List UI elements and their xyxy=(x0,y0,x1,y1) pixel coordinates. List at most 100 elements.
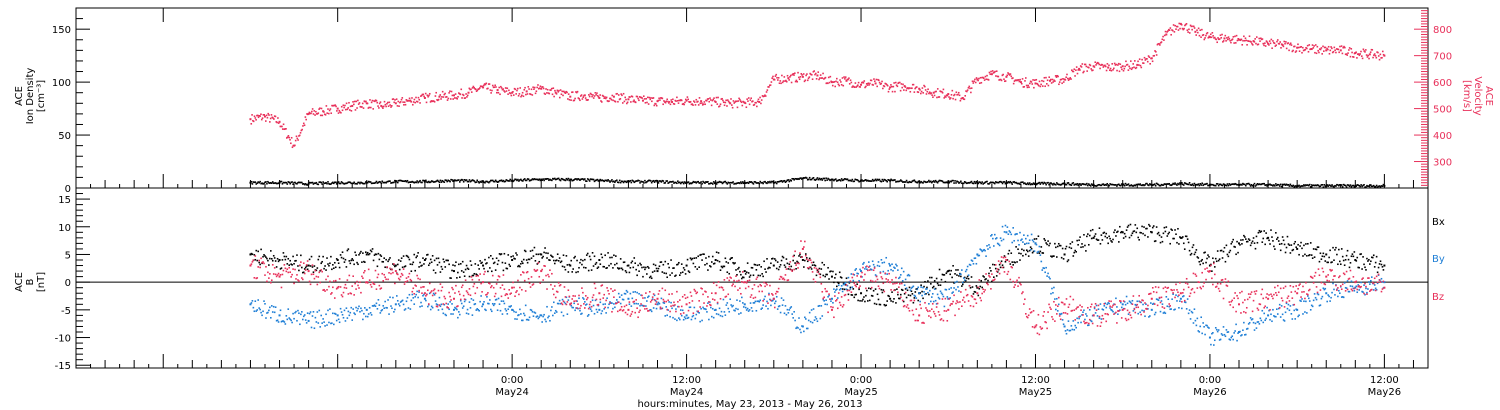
bx-sample xyxy=(1137,236,1140,239)
velocity-sample xyxy=(978,82,981,85)
density-sample xyxy=(988,183,990,185)
by-sample xyxy=(1043,267,1046,270)
density-sample xyxy=(932,180,935,182)
bx-sample xyxy=(1379,260,1382,263)
bx-sample xyxy=(491,257,494,260)
bx-sample xyxy=(1239,244,1241,246)
by-sample xyxy=(726,302,729,304)
density-sample xyxy=(798,178,800,181)
velocity-sample xyxy=(329,108,332,110)
velocity-sample xyxy=(1137,60,1139,63)
by-sample xyxy=(376,307,379,310)
by-sample xyxy=(1126,302,1129,305)
density-sample xyxy=(430,180,433,182)
velocity-sample xyxy=(371,99,374,102)
density-sample xyxy=(702,180,704,183)
velocity-sample xyxy=(575,91,578,94)
by-sample xyxy=(1264,319,1266,322)
velocity-point xyxy=(1325,49,1328,52)
by-sample xyxy=(965,268,968,271)
bx-sample xyxy=(1334,249,1336,251)
density-sample xyxy=(758,182,761,185)
velocity-sample xyxy=(935,90,937,93)
density-sample xyxy=(668,181,670,184)
velocity-sample xyxy=(861,81,863,84)
velocity-sample xyxy=(1360,55,1363,57)
by-sample xyxy=(798,317,800,319)
velocity-sample xyxy=(665,100,668,103)
bx-sample xyxy=(861,300,863,302)
by-sample xyxy=(1172,293,1174,295)
velocity-sample xyxy=(336,110,338,112)
by-sample xyxy=(519,308,521,311)
by-sample xyxy=(273,311,276,314)
velocity-sample xyxy=(683,103,685,106)
velocity-sample xyxy=(1118,70,1121,73)
by-sample xyxy=(915,297,918,299)
by-sample xyxy=(917,286,920,289)
density-sample xyxy=(390,182,392,184)
bx-sample xyxy=(955,269,957,271)
velocity-sample xyxy=(1058,81,1061,83)
by-sample xyxy=(323,321,325,323)
density-sample xyxy=(1233,183,1235,186)
bx-sample xyxy=(1358,266,1360,269)
velocity-sample xyxy=(1149,62,1151,65)
velocity-sample xyxy=(817,71,820,73)
by-sample xyxy=(460,302,463,305)
velocity-sample xyxy=(1306,47,1308,50)
velocity-sample xyxy=(1188,32,1191,34)
by-sample xyxy=(1036,251,1039,254)
density-sample xyxy=(672,180,674,183)
bx-sample xyxy=(681,271,684,274)
density-sample xyxy=(442,180,445,183)
density-sample xyxy=(1203,183,1205,186)
velocity-sample xyxy=(1206,31,1209,34)
velocity-sample xyxy=(1160,41,1163,43)
velocity-sample xyxy=(384,103,387,106)
density-sample xyxy=(1009,180,1012,183)
velocity-sample xyxy=(295,135,298,138)
by-sample xyxy=(701,319,703,322)
velocity-sample xyxy=(1348,47,1351,49)
density-sample xyxy=(403,180,406,183)
bx-sample xyxy=(829,270,831,273)
bx-sample xyxy=(993,264,996,266)
bx-sample xyxy=(967,277,970,280)
velocity-sample xyxy=(436,99,438,101)
by-sample xyxy=(479,300,481,303)
density-sample xyxy=(1185,183,1188,185)
velocity-sample xyxy=(781,74,783,77)
by-sample xyxy=(300,313,302,316)
by-sample xyxy=(662,301,665,304)
by-sample xyxy=(583,298,585,300)
velocity-point xyxy=(990,73,993,76)
by-sample xyxy=(772,299,774,302)
by-sample xyxy=(1028,239,1031,242)
velocity-sample xyxy=(1303,49,1306,51)
velocity-sample xyxy=(907,87,910,90)
velocity-sample xyxy=(378,102,381,105)
density-sample xyxy=(636,180,638,182)
bx-sample xyxy=(1030,247,1033,250)
bx-sample xyxy=(953,282,955,284)
velocity-sample xyxy=(755,101,757,104)
density-sample xyxy=(589,178,592,180)
by-point xyxy=(627,297,630,300)
density-sample xyxy=(960,180,962,183)
bx-sample xyxy=(364,261,366,263)
by-sample xyxy=(778,305,781,307)
density-sample xyxy=(946,181,949,184)
by-sample xyxy=(1081,314,1083,316)
velocity-sample xyxy=(1289,42,1292,45)
bx-sample xyxy=(1079,236,1081,238)
by-sample xyxy=(1013,239,1015,242)
bx-sample xyxy=(1215,260,1218,263)
velocity-sample xyxy=(591,95,593,98)
bx-sample xyxy=(579,261,581,264)
density-sample xyxy=(288,181,291,184)
bx-sample xyxy=(803,266,805,268)
density-sample xyxy=(842,179,845,181)
bx-sample xyxy=(544,247,546,249)
bx-sample xyxy=(531,249,534,252)
